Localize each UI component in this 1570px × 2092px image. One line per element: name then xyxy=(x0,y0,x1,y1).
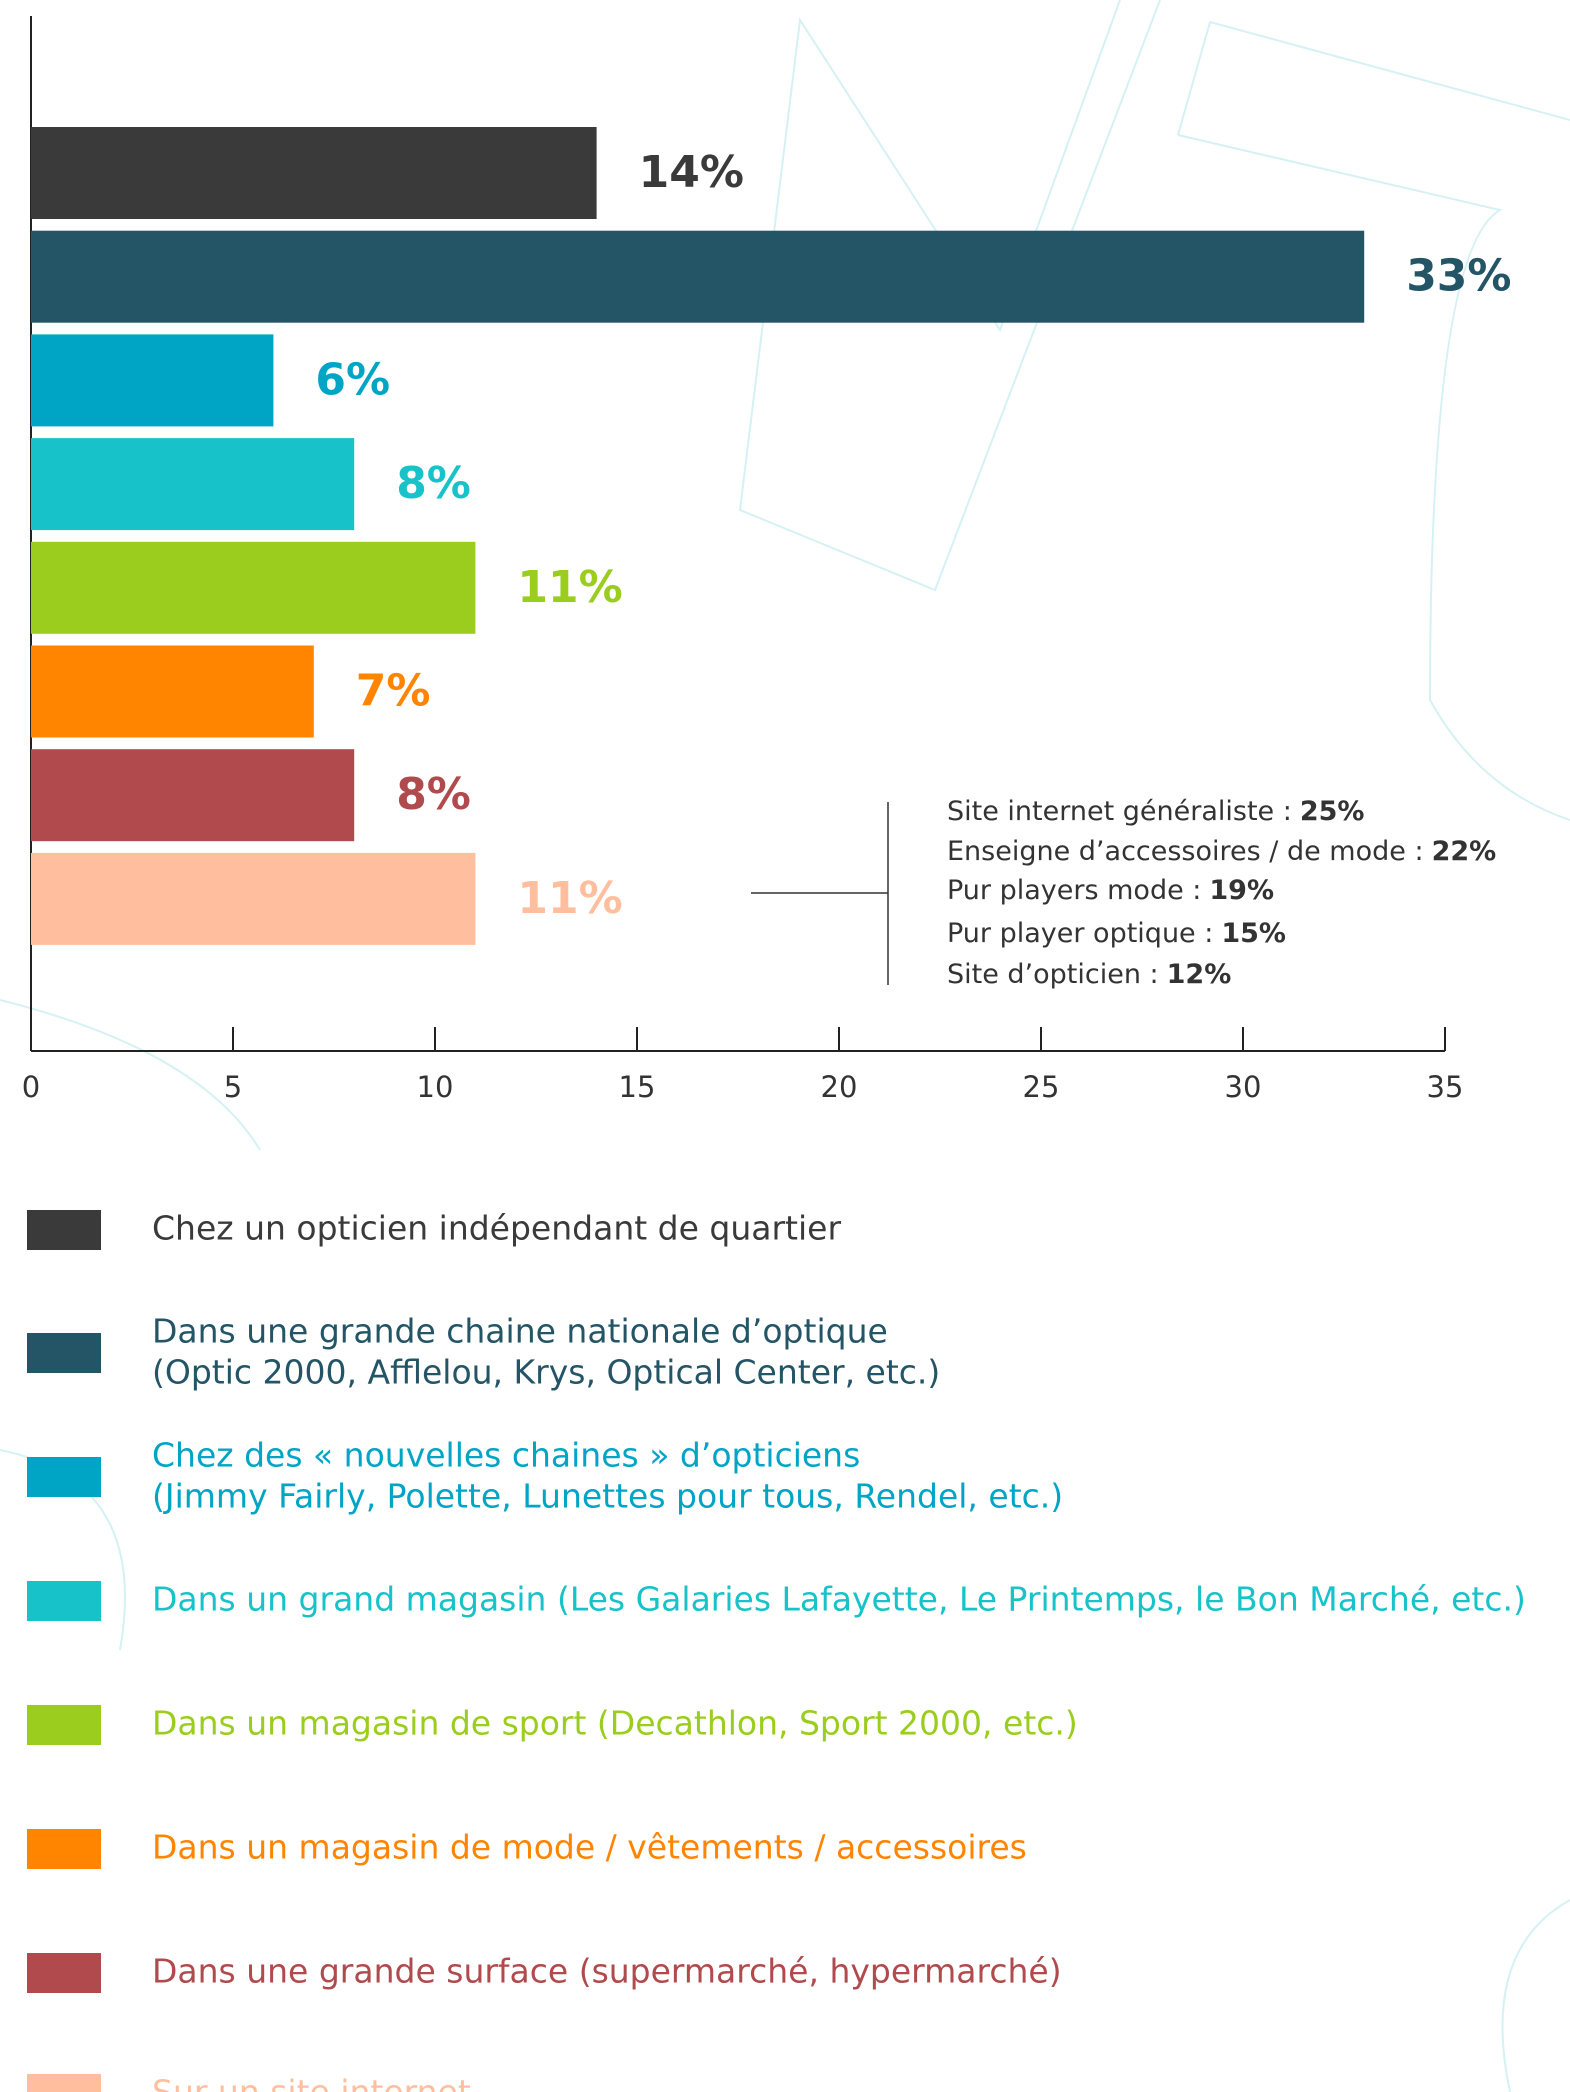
annotation-label: Pur players mode : xyxy=(947,875,1201,906)
legend-label: Chez des « nouvelles chaines » d’opticie… xyxy=(152,1435,1063,1515)
legend-label: Chez un opticien indépendant de quartier xyxy=(152,1209,841,1248)
value-label: 11% xyxy=(517,873,622,924)
value-label: 6% xyxy=(315,354,390,405)
legend-swatch xyxy=(27,1210,101,1250)
x-tick-label: 20 xyxy=(821,1070,858,1104)
annotation-line: Pur player optique : 15% xyxy=(947,918,1286,949)
annotation-label: Site internet généraliste : xyxy=(947,796,1292,827)
x-tick-label: 0 xyxy=(22,1070,40,1104)
x-tick-label: 10 xyxy=(417,1070,454,1104)
annotation-line: Enseigne d’accessoires / de mode : 22% xyxy=(947,836,1496,867)
legend-label: Dans une grande chaine nationale d’optiq… xyxy=(152,1311,940,1391)
legend-swatch xyxy=(27,1457,101,1497)
annotation-value: 22% xyxy=(1432,836,1497,867)
x-tick-label: 15 xyxy=(619,1070,656,1104)
annotation-line: Pur players mode : 19% xyxy=(947,875,1274,906)
annotation-value: 15% xyxy=(1221,918,1286,949)
x-tick-label: 35 xyxy=(1427,1070,1464,1104)
value-label: 11% xyxy=(517,562,622,613)
bar xyxy=(31,853,475,945)
annotation-line: Site d’opticien : 12% xyxy=(947,959,1231,990)
annotation-label: Enseigne d’accessoires / de mode : xyxy=(947,836,1424,867)
annotation-line: Site internet généraliste : 25% xyxy=(947,796,1364,827)
bar xyxy=(31,127,597,219)
annotation-value: 25% xyxy=(1300,796,1365,827)
annotation-label: Pur player optique : xyxy=(947,918,1213,949)
legend-swatch xyxy=(27,1581,101,1621)
legend-swatch xyxy=(27,1333,101,1373)
chart: 0 5 10 15 20 25 30 35 14% 33% 6% 8% 11% 7% 8% 11% Site i… xyxy=(0,0,1570,2092)
legend-swatch xyxy=(27,1953,101,1993)
value-label: 8% xyxy=(396,769,471,820)
value-label: 33% xyxy=(1406,251,1511,302)
value-label: 8% xyxy=(396,458,471,509)
annotation-label: Site d’opticien : xyxy=(947,959,1159,990)
x-tick-label: 25 xyxy=(1023,1070,1060,1104)
x-tick-label: 5 xyxy=(224,1070,242,1104)
legend-label: Dans un magasin de mode / vêtements / ac… xyxy=(152,1828,1027,1867)
legend-label: Sur un site internet xyxy=(152,2073,471,2092)
legend-swatch xyxy=(27,1829,101,1869)
legend-swatch xyxy=(27,2074,101,2092)
annotation-value: 19% xyxy=(1209,875,1274,906)
value-label: 7% xyxy=(356,666,431,717)
legend-label: Dans un magasin de sport (Decathlon, Spo… xyxy=(152,1704,1078,1743)
bar xyxy=(31,542,475,634)
legend-swatch xyxy=(27,1705,101,1745)
bar xyxy=(31,749,354,841)
bar xyxy=(31,231,1364,323)
bar xyxy=(31,438,354,530)
bar xyxy=(31,334,273,426)
x-tick-label: 30 xyxy=(1225,1070,1262,1104)
annotation-value: 12% xyxy=(1167,959,1232,990)
bar xyxy=(31,646,314,738)
legend-label: Dans une grande surface (supermarché, hy… xyxy=(152,1952,1062,1991)
value-label: 14% xyxy=(639,147,744,198)
legend-label: Dans un grand magasin (Les Galaries Lafa… xyxy=(152,1580,1526,1619)
